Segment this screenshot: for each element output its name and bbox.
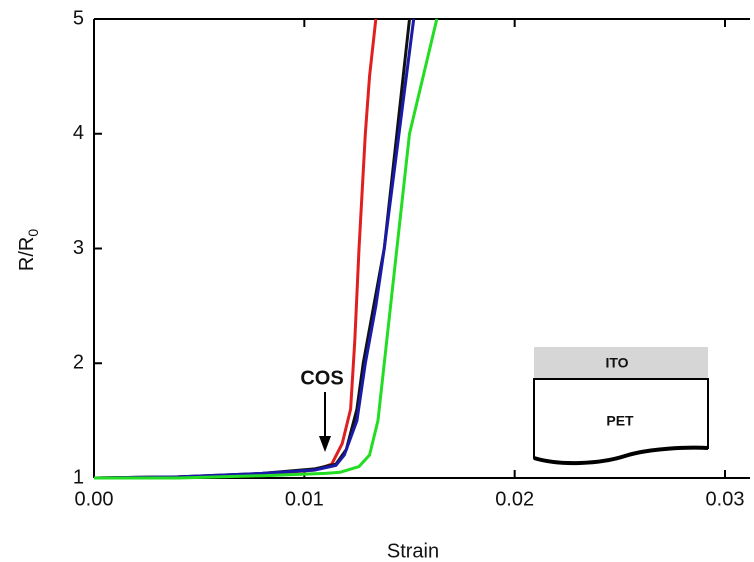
y-tick-label: 3 xyxy=(73,237,84,259)
pet-label: PET xyxy=(606,413,634,429)
cos-label: COS xyxy=(300,367,343,389)
x-tick-label: 0.00 xyxy=(75,488,114,510)
x-axis-label: Strain xyxy=(387,540,439,562)
series-line xyxy=(93,18,416,480)
series-line xyxy=(94,18,439,480)
cos-arrow-head xyxy=(319,436,331,452)
ito-label: ITO xyxy=(605,355,628,371)
y-tick-label: 2 xyxy=(73,352,84,374)
y-axis-label-sub: 0 xyxy=(25,229,41,237)
pet-edge xyxy=(533,445,709,466)
y-axis-label: R/R0 xyxy=(16,229,40,271)
x-tick-label: 0.01 xyxy=(285,488,324,510)
x-tick-label: 0.03 xyxy=(706,488,745,510)
y-axis-label-main: R/R xyxy=(16,237,38,271)
ito-layer xyxy=(534,347,708,379)
y-tick-label: 5 xyxy=(73,7,84,29)
y-tick-label: 1 xyxy=(73,466,84,488)
y-tick-label: 4 xyxy=(73,122,84,144)
series-line xyxy=(93,18,411,480)
series-line xyxy=(93,18,378,480)
x-tick-label: 0.02 xyxy=(495,488,534,510)
